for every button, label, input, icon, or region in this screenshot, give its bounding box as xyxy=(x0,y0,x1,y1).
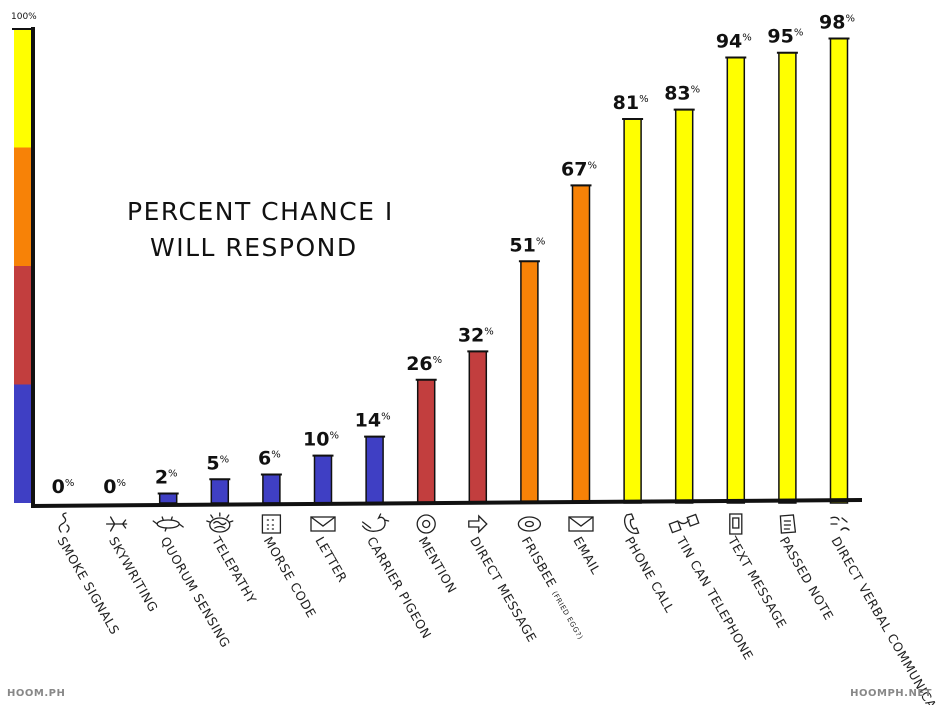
value-label-6: 10% xyxy=(303,429,339,451)
bar-6 xyxy=(313,454,333,504)
category-label-2: SKYWRITING xyxy=(106,534,161,615)
category-label-8: MENTION xyxy=(416,534,460,596)
smoke-icon xyxy=(58,512,70,533)
chart-title-line-2: WILL RESPOND xyxy=(150,233,358,262)
email-icon xyxy=(568,516,594,532)
bar-15 xyxy=(778,51,797,504)
category-label-4: TELEPATHY xyxy=(209,533,260,606)
bar-7 xyxy=(365,435,384,504)
at-sign-icon xyxy=(416,514,436,534)
bar-11 xyxy=(571,184,591,504)
phone-icon xyxy=(623,513,640,535)
category-label-12: PHONE CALL xyxy=(622,534,678,615)
bar-3 xyxy=(158,492,178,504)
value-label-1: 0% xyxy=(52,476,75,498)
bar-4 xyxy=(210,478,230,504)
value-label-7: 14% xyxy=(355,410,391,432)
bar-12 xyxy=(623,118,642,504)
value-label-12: 81% xyxy=(613,92,649,114)
category-label-15: PASSED NOTE xyxy=(777,534,837,623)
value-label-16: 98% xyxy=(819,11,855,33)
envelope-icon xyxy=(310,516,336,532)
value-label-5: 6% xyxy=(258,448,281,470)
chart-title-line-1: PERCENT CHANCE I xyxy=(127,197,394,226)
y-axis-band-orange xyxy=(14,147,31,266)
bacterium-icon xyxy=(152,516,184,532)
bar-5 xyxy=(262,473,281,504)
footer-right-brand: HOOMPH.NET xyxy=(850,688,932,699)
value-label-9: 32% xyxy=(458,324,494,346)
bar-13 xyxy=(674,108,694,504)
arrow-icon xyxy=(468,514,488,534)
value-label-3: 2% xyxy=(155,467,178,489)
disc-icon xyxy=(517,516,542,532)
value-label-14: 94% xyxy=(716,30,752,52)
bars xyxy=(157,37,850,504)
speech-icon xyxy=(830,516,850,531)
mobile-icon xyxy=(729,513,743,535)
value-label-4: 5% xyxy=(206,452,229,474)
category-label-16: DIRECT VERBAL COMMUNICATION xyxy=(828,534,940,705)
category-label-6: LETTER xyxy=(312,534,350,585)
y-axis-band-yellow xyxy=(14,29,31,148)
value-label-15: 95% xyxy=(767,26,803,48)
bar-14 xyxy=(726,56,746,504)
airplane-icon xyxy=(105,516,128,532)
keypad-icon xyxy=(261,514,282,534)
category-icons xyxy=(58,512,850,535)
y-axis-band-red xyxy=(14,266,31,385)
bar-9 xyxy=(468,350,488,504)
value-label-10: 51% xyxy=(509,234,545,256)
y-axis-band-blue xyxy=(14,384,31,503)
x-axis xyxy=(30,498,863,508)
tin-cans-icon xyxy=(668,513,700,534)
value-label-11: 67% xyxy=(561,158,597,180)
value-labels: 0% 0% 2% 5% 6% 10% 14% 26% 32% 51% 67% 81% 83% 94% 95%… xyxy=(52,11,855,498)
category-label-5: MORSE CODE xyxy=(261,534,320,620)
pigeon-icon xyxy=(361,513,390,532)
value-label-13: 83% xyxy=(664,83,700,105)
brain-icon xyxy=(206,512,234,533)
category-label-11: EMAIL xyxy=(570,534,603,577)
y-axis-color-bands xyxy=(14,29,31,503)
bar-10 xyxy=(520,260,539,504)
value-label-8: 26% xyxy=(406,353,442,375)
value-label-2: 0% xyxy=(103,476,126,498)
bar-8 xyxy=(416,379,436,504)
y-axis-top-label: 100% xyxy=(11,12,37,22)
note-icon xyxy=(779,514,797,534)
footer-left-brand: HOOM.PH xyxy=(7,688,66,699)
bar-16 xyxy=(829,37,849,504)
